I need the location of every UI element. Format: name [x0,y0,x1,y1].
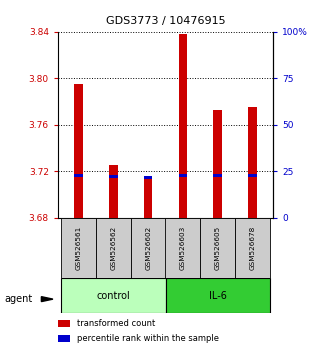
Text: GSM526561: GSM526561 [76,226,82,270]
Text: GDS3773 / 10476915: GDS3773 / 10476915 [106,16,225,26]
Bar [178,34,187,218]
Bar [58,320,70,327]
Text: agent: agent [4,294,32,304]
Bar [178,173,187,177]
Polygon shape [41,297,53,302]
Bar [213,173,222,177]
Bar [61,278,166,313]
Bar [235,218,270,278]
Text: GSM526678: GSM526678 [249,226,255,270]
Bar [144,176,153,179]
Text: GSM526562: GSM526562 [111,226,117,270]
Text: GSM526602: GSM526602 [145,226,151,270]
Bar [109,175,118,178]
Text: GSM526605: GSM526605 [214,226,220,270]
Text: transformed count: transformed count [77,319,155,328]
Bar [74,173,83,177]
Text: GSM526603: GSM526603 [180,226,186,270]
Bar [166,278,270,313]
Bar [74,84,83,218]
Bar [109,165,118,218]
Text: percentile rank within the sample: percentile rank within the sample [77,333,219,343]
Bar [58,335,70,342]
Bar [213,110,222,218]
Bar [166,218,200,278]
Bar [131,218,166,278]
Bar [96,218,131,278]
Text: control: control [97,291,130,301]
Bar [144,177,153,218]
Bar [248,107,257,218]
Bar [248,173,257,177]
Bar [61,218,96,278]
Text: IL-6: IL-6 [209,291,226,301]
Bar [200,218,235,278]
